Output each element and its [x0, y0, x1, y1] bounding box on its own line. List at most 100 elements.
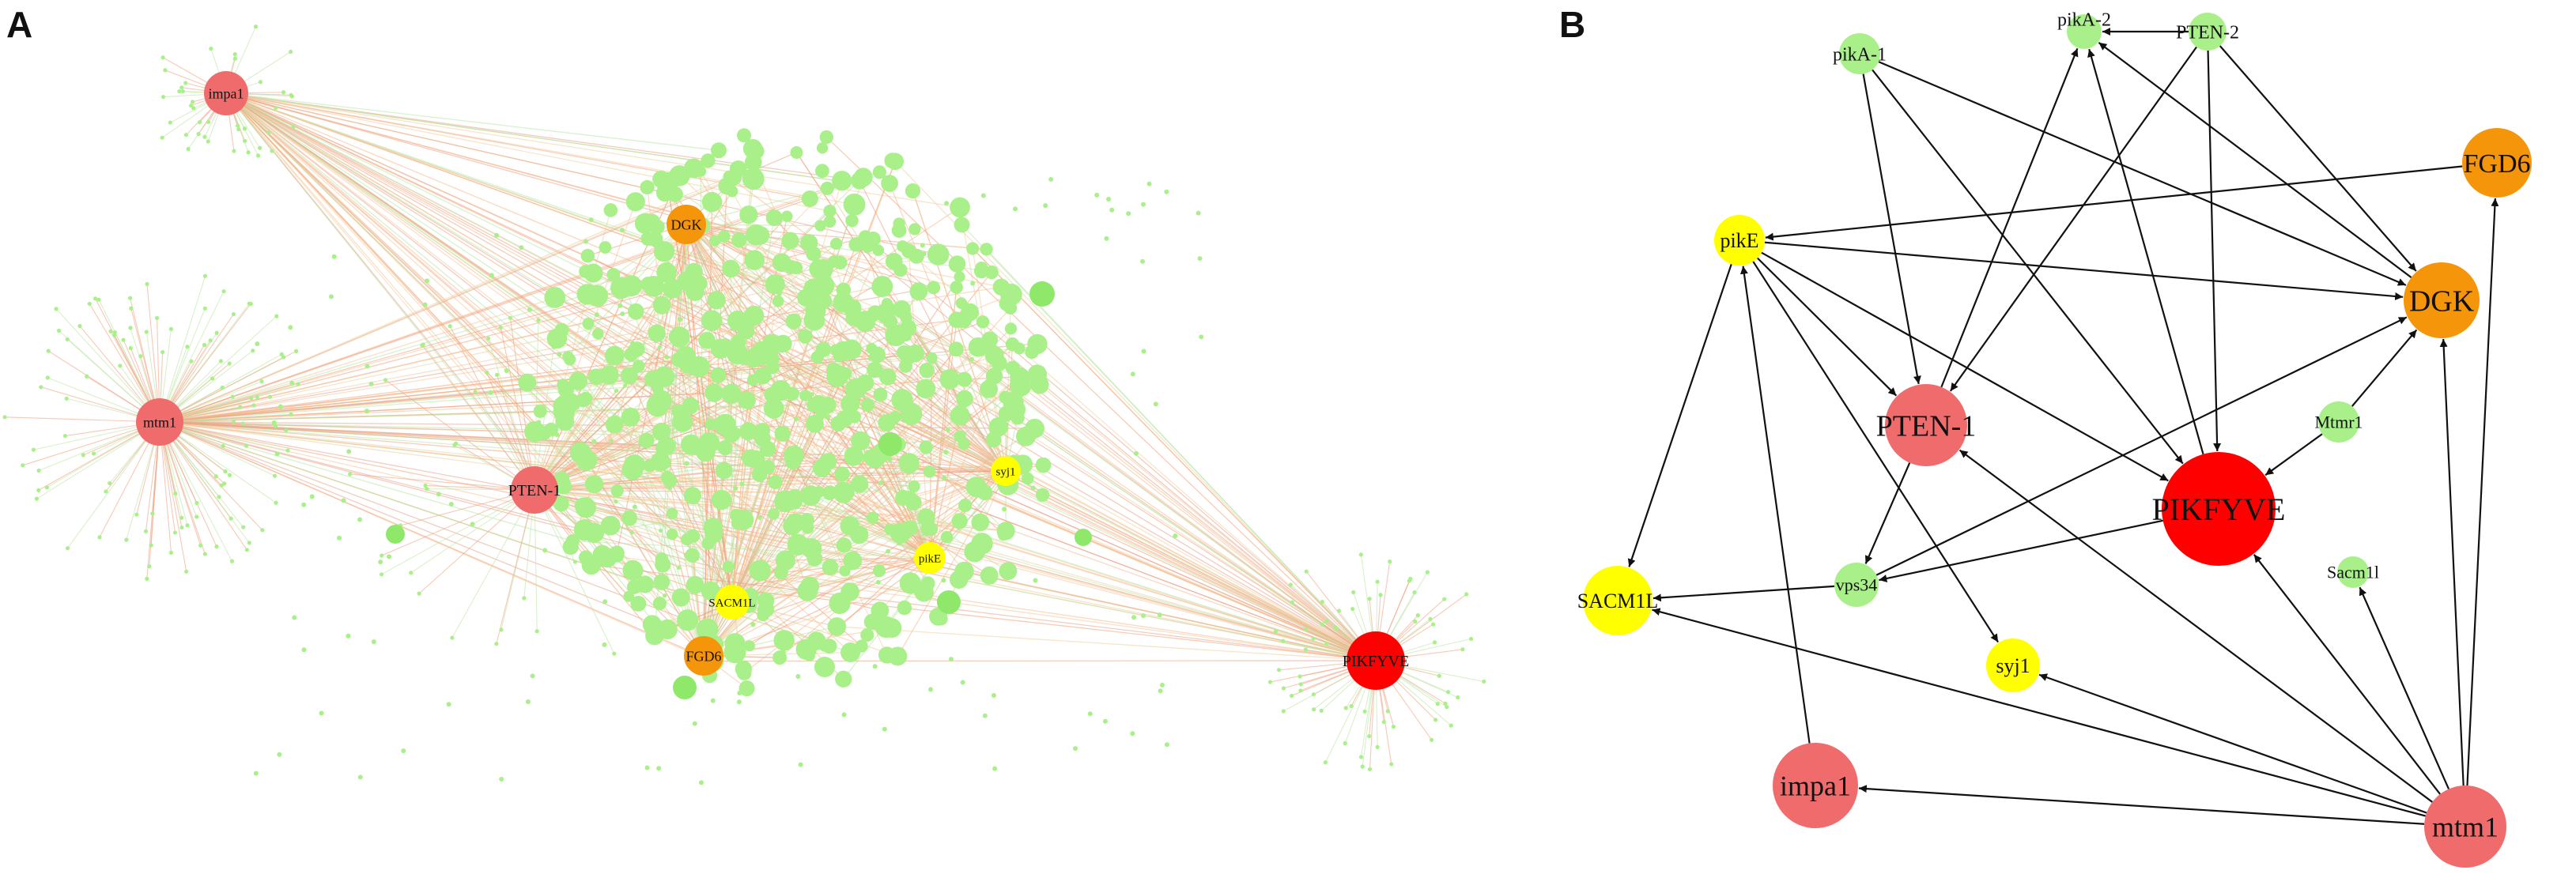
panel-b-edge-pten-2-to-dgk: [2219, 45, 2417, 272]
panel-a-leaf-node: [97, 535, 102, 540]
panel-a-leaf-node: [684, 461, 689, 466]
panel-b-node-circle: [1986, 639, 2040, 692]
panel-a-cloud-node: [750, 225, 770, 245]
panel-b-node-vps34: vps34: [1834, 563, 1879, 607]
panel-a-leaf-node: [1435, 702, 1440, 706]
panel-a-cloud-node: [806, 550, 823, 567]
panel-a-leaf-node: [1073, 746, 1078, 752]
panel-a-cloud-node: [701, 191, 723, 213]
panel-a-edge: [731, 495, 811, 603]
panel-a-cloud-node: [784, 453, 802, 470]
panel-a-leaf-node: [383, 378, 388, 382]
panel-a-edge: [159, 421, 187, 572]
panel-a-cloud-node: [564, 353, 576, 366]
panel-a-leaf-node: [1281, 686, 1286, 691]
panel-a-cloud-node: [926, 352, 938, 364]
panel-a-leaf-node: [180, 89, 185, 94]
panel-a-cloud-node: [640, 179, 655, 195]
panel-a-leaf-node: [1324, 619, 1329, 623]
panel-a-leaf-node: [198, 543, 203, 548]
panel-a-cloud-node: [727, 310, 748, 331]
panel-a-edge: [872, 517, 1377, 661]
panel-a-cloud-node: [999, 390, 1012, 404]
panel-a-leaf-node: [278, 404, 283, 409]
panel-a-cloud-node: [878, 646, 896, 664]
panel-a-edge: [897, 470, 1007, 657]
panel-a-leaf-node: [692, 721, 697, 726]
panel-a-cloud-node: [772, 650, 788, 665]
panel-a-leaf-node: [44, 485, 49, 490]
panel-a-cloud-node: [738, 680, 755, 697]
panel-a-leaf-node: [229, 516, 233, 521]
panel-a-edge: [534, 347, 555, 491]
panel-a-leaf-node: [112, 330, 117, 335]
panel-a-leaf-node: [1431, 622, 1436, 627]
panel-a-edge: [159, 421, 250, 544]
panel-a-leaf-node: [214, 330, 219, 335]
panel-a-leaf-node: [236, 123, 240, 128]
panel-a-leaf-node: [85, 374, 89, 379]
panel-a-leaf-node: [594, 312, 599, 318]
panel-a-edge: [500, 327, 535, 491]
panel-b-edge-mtm1-to-pikfyve: [2253, 553, 2441, 795]
panel-b-edge-vps34-to-dgk: [1875, 316, 2408, 576]
panel-a-node-circle: [715, 585, 750, 620]
panel-a-cloud-node: [554, 471, 570, 487]
panel-a-cloud-node: [754, 367, 772, 385]
panel-a-leaf-node: [214, 544, 219, 549]
panel-a-cloud-node: [826, 364, 848, 387]
panel-a-leaf-node: [160, 135, 164, 140]
panel-a-edge: [569, 359, 733, 603]
panel-a-edge: [225, 92, 598, 296]
panel-a-edge: [159, 421, 715, 662]
panel-a-edge: [421, 345, 535, 491]
panel-a-cloud-node: [861, 398, 874, 413]
panel-a-edge: [225, 92, 936, 563]
panel-a-leaf-node: [530, 673, 535, 679]
panel-a-hub-nodes: impa1 mtm1 PTEN-1 DGK FGD6 SACM1L pikE syj1 PIKF…: [136, 71, 1409, 690]
panel-a-leaf-node: [602, 642, 607, 647]
panel-a-cloud-node: [655, 441, 670, 456]
panel-a-leaf-node: [1407, 578, 1411, 583]
panel-a-cloud-node: [787, 494, 803, 510]
panel-a-cloud-node: [634, 213, 656, 234]
panel-b-node-pten-2: PTEN-2: [2176, 13, 2239, 51]
panel-a-leaf-node: [371, 639, 376, 645]
panel-a-edge: [534, 320, 539, 491]
panel-a-leaf-node: [1158, 688, 1163, 694]
panel-a-leaf-node: [253, 770, 259, 776]
panel-a-leaf-node: [217, 495, 221, 499]
panel-a-leaf-node: [1141, 348, 1146, 354]
panel-a-cloud-node: [809, 259, 829, 279]
panel-a-leaf-node: [878, 480, 883, 486]
panel-a-leaf-node: [46, 348, 51, 353]
panel-a-cloud-node: [879, 368, 897, 386]
panel-a-leaf-node: [1303, 627, 1308, 631]
panel-a-edge: [534, 467, 822, 491]
panel-a-leaf-node: [629, 530, 634, 535]
panel-a-leaf-node: [1428, 616, 1433, 621]
panel-a-leaf-node: [499, 627, 504, 632]
panel-a-leaf-node: [1102, 718, 1108, 724]
panel-a-cloud-node: [652, 296, 671, 315]
panel-a-leaf-node: [1043, 203, 1048, 209]
panel-a-cloud-node: [576, 450, 598, 471]
panel-a-leaf-node: [1048, 177, 1054, 183]
panel-a-edge: [225, 92, 843, 475]
panel-a-edge: [225, 92, 757, 235]
panel-a-cloud-node: [749, 559, 771, 582]
panel-a-leaf-node: [1157, 612, 1162, 618]
panel-a-leaf-node: [34, 496, 40, 501]
panel-a-leaf-node: [1288, 582, 1293, 587]
panel-a-edge: [865, 236, 1377, 661]
panel-a-cloud-node: [557, 379, 570, 391]
panel-a-node-circle: [136, 398, 183, 446]
panel-a-leaf-node: [208, 338, 213, 343]
panel-a-cloud-node: [652, 422, 671, 442]
panel-a-edge: [159, 421, 668, 631]
panel-a-leaf-node: [1199, 334, 1204, 340]
panel-a-cloud-node: [811, 281, 831, 300]
panel-a-leaf-node: [504, 368, 509, 374]
panel-a-leaf-node: [289, 380, 295, 386]
panel-a-leaf-node: [172, 530, 178, 535]
